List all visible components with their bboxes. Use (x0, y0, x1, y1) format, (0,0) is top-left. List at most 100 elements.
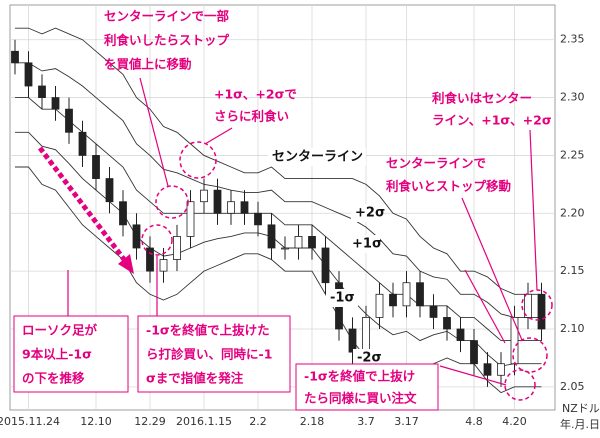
candle-body (402, 282, 411, 307)
x-unit: 年.月.日 (560, 417, 600, 431)
circle (155, 185, 189, 219)
candle-body (389, 293, 397, 307)
x-tick-label: 3.7 (357, 415, 375, 428)
candle-body (186, 201, 195, 237)
candle-body (65, 108, 73, 133)
band-line (15, 97, 542, 342)
annotation: ら打診買い、同時に-1 (146, 347, 272, 362)
band-label: +1σ (352, 237, 382, 252)
leader (439, 365, 507, 386)
label-bg (268, 148, 366, 166)
x-tick-label: 2016.1.15 (176, 415, 232, 428)
candle-body (11, 50, 19, 64)
label-bg (351, 204, 383, 222)
annotation: 利食いはセンター (432, 91, 532, 106)
candles (11, 39, 546, 387)
circle (179, 141, 217, 179)
annotation-box (295, 363, 439, 411)
y-tick-label: 2.35 (560, 33, 585, 46)
annotation: センターラインで (386, 156, 486, 171)
band-label: +2σ (355, 206, 385, 221)
annotation: -1σを終値で上抜け (304, 369, 415, 384)
annotation: ライン、+1σ、+2σ (432, 113, 552, 128)
y-tick-label: 2.10 (560, 322, 585, 335)
annotation-box (137, 315, 291, 393)
candle-body (456, 328, 465, 341)
annotation: センターラインで一部 (104, 9, 230, 24)
band-label: -1σ (330, 291, 355, 306)
candle-body (267, 224, 276, 249)
annotation: の下を推移 (22, 371, 85, 386)
annotation: σまで指値を発注 (146, 371, 244, 386)
candle-body (159, 259, 168, 272)
candle-body (537, 293, 546, 330)
circle (141, 224, 173, 256)
candle-body (38, 85, 46, 98)
leader (139, 77, 169, 187)
candle-body (524, 293, 532, 318)
leader (529, 129, 538, 291)
circle (512, 337, 548, 373)
candle-body (146, 247, 154, 272)
x-tick-label: 2015.11.24 (0, 415, 60, 428)
x-tick-label: 4.8 (465, 415, 483, 428)
band-line (15, 62, 542, 318)
candle-body (254, 212, 262, 226)
candle-body (362, 317, 370, 353)
candle-body (92, 155, 100, 179)
candle-body (78, 131, 87, 156)
candle-body (429, 305, 438, 318)
annotation: +1σ、+2σで (214, 87, 297, 102)
candle-body (416, 282, 424, 307)
band-line (15, 27, 542, 295)
bands (15, 27, 542, 394)
y-tick-label: 2.30 (560, 91, 585, 104)
candle-body (375, 293, 384, 318)
annotation: 利食いとストップ移動 (386, 179, 511, 194)
label-bg (353, 349, 385, 367)
candle-body (348, 328, 357, 353)
candle-body (105, 178, 114, 203)
y-tick-label: 2.05 (560, 380, 585, 393)
x-tick-label: 4.20 (502, 415, 527, 428)
annotation: 9本以上-1σ (22, 347, 92, 362)
candle-body (321, 247, 330, 284)
candle-body (308, 236, 316, 249)
candle-body (132, 224, 141, 249)
candle-body (443, 317, 451, 330)
annotation-box (13, 315, 129, 393)
annotation: ローソク足が (22, 323, 98, 338)
candle-body (24, 62, 33, 87)
y-unit: NZドル (562, 402, 600, 415)
labels: 2.05 2.10 2.15 2.20 2.25 2.30 2.35 2015.11.24 12… (0, 9, 600, 432)
candle-body (51, 97, 60, 110)
candle-body (173, 236, 181, 260)
leader (204, 127, 233, 145)
label-bg (348, 235, 380, 253)
annotation: たら同様に買い注文 (304, 391, 417, 406)
y-tick-label: 2.20 (560, 206, 585, 219)
candle-body (240, 201, 249, 214)
band-label: -2σ (357, 351, 382, 366)
y-tick-label: 2.15 (560, 264, 585, 277)
y-tick-label: 2.25 (560, 148, 585, 161)
leader (464, 269, 506, 344)
candle-body (483, 363, 492, 376)
candle-body (227, 201, 235, 214)
band-label: センターライン (272, 150, 363, 165)
candle-body (470, 340, 478, 365)
circle (504, 369, 536, 401)
band-line (15, 131, 542, 367)
x-tick-label: 2.2 (249, 415, 267, 428)
candle-body (213, 189, 222, 214)
candle-body (119, 201, 127, 226)
candle-body (510, 317, 519, 365)
x-tick-label: 2.18 (300, 415, 325, 428)
candle-body (294, 236, 303, 249)
annotation: を買値上に移動 (104, 57, 192, 72)
band-line (15, 166, 542, 394)
candle-body (200, 189, 208, 203)
leader (461, 197, 523, 341)
decorations (38, 77, 553, 401)
x-tick-label: 12.29 (134, 415, 166, 428)
